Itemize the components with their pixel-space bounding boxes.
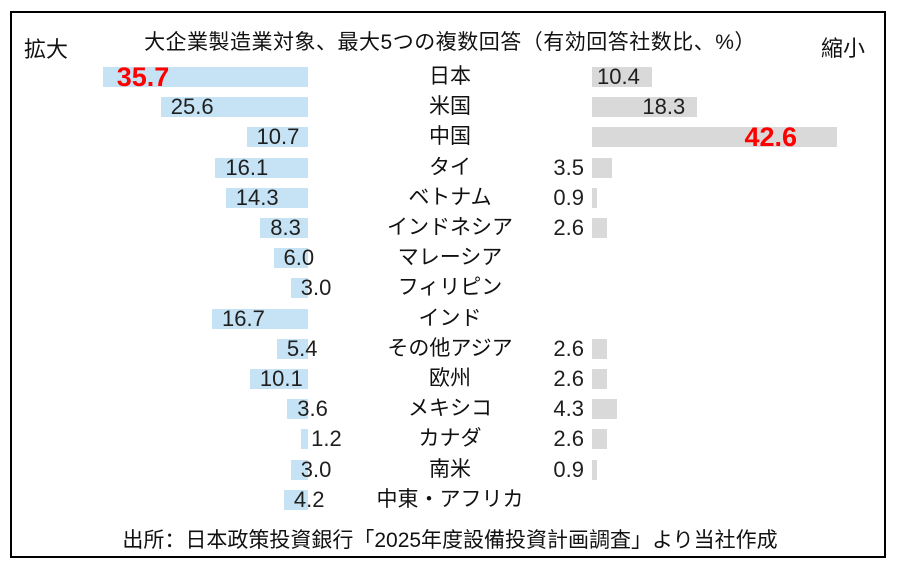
shrink-value: 2.6 <box>553 335 584 361</box>
expand-bar <box>290 278 309 299</box>
shrink-value: 0.9 <box>553 184 584 210</box>
expand-value: 6.0 <box>283 245 315 271</box>
shrink-bar <box>592 187 598 208</box>
category-label: フィリピン <box>397 276 503 300</box>
chart-border <box>10 11 886 558</box>
source-note: 出所：日本政策投資銀行「2025年度設備投資計画調査」より当社作成 <box>122 529 778 552</box>
category-label: その他アジア <box>387 336 513 360</box>
category-label: ベトナム <box>408 185 492 209</box>
expand-value: 4.2 <box>293 486 325 512</box>
category-label: 中国 <box>429 125 471 149</box>
expand-bar <box>273 248 308 269</box>
category-label: タイ <box>429 155 471 179</box>
shrink-bar <box>592 338 607 359</box>
shrink-value: 10.4 <box>596 64 640 89</box>
shrink-bar <box>592 369 607 389</box>
expand-value: 10.7 <box>256 124 300 150</box>
shrink-value: 18.3 <box>642 94 686 120</box>
shrink-value: 2.6 <box>553 426 584 452</box>
category-label: 日本 <box>429 65 471 88</box>
category-label: インドネシア <box>387 216 513 239</box>
shrink-value: 2.6 <box>553 366 584 391</box>
expand-value: 3.0 <box>300 275 332 301</box>
shrink-bar <box>592 218 607 238</box>
shrink-value: 3.5 <box>553 154 584 180</box>
expand-bar <box>283 489 309 510</box>
shrink-value: 2.6 <box>553 215 584 240</box>
expand-value: 16.1 <box>225 154 269 180</box>
shrink-bar <box>592 157 613 178</box>
shrink-value: 4.3 <box>553 396 584 422</box>
expand-bar <box>102 67 308 87</box>
category-label: メキシコ <box>408 397 492 421</box>
expand-value: 14.3 <box>235 184 279 210</box>
category-label: インド <box>418 306 482 330</box>
category-label: カナダ <box>418 427 482 451</box>
expand-bar <box>301 429 308 450</box>
chart-title: 大企業製造業対象、最大5つの複数回答（有効回答社数比、%） <box>144 31 756 54</box>
expand-bar <box>212 308 308 329</box>
expand-value: 25.6 <box>170 94 214 120</box>
expand-bar <box>215 157 308 178</box>
expand-axis-label: 拡大 <box>24 37 69 62</box>
shrink-bar <box>592 459 598 480</box>
category-label: 欧州 <box>429 367 471 390</box>
shrink-bar <box>592 399 617 420</box>
expand-bar <box>290 459 309 480</box>
expand-bar <box>287 399 308 420</box>
expand-value: 8.3 <box>270 215 301 240</box>
shrink-bar <box>592 127 837 148</box>
shrink-axis-label: 縮小 <box>820 36 865 61</box>
category-label: 中東・アフリカ <box>376 487 524 511</box>
expand-bar <box>225 187 308 208</box>
category-label: 南米 <box>429 457 471 481</box>
shrink-bar <box>592 429 607 450</box>
shrink-bar <box>592 67 652 87</box>
expand-value: 5.4 <box>286 335 318 361</box>
shrink-value: 0.9 <box>553 456 584 482</box>
expand-bar <box>276 338 308 359</box>
expand-bar <box>246 127 308 148</box>
expand-value: 1.2 <box>311 426 342 452</box>
category-label: 米国 <box>429 95 471 119</box>
shrink-value: 42.6 <box>744 122 797 153</box>
expand-value: 3.6 <box>297 396 328 422</box>
expand-bar <box>260 218 308 238</box>
shrink-bar <box>592 97 698 118</box>
expand-value: 16.7 <box>222 305 265 331</box>
expand-value: 10.1 <box>259 366 303 391</box>
category-label: マレーシア <box>397 246 503 270</box>
expand-value: 35.7 <box>116 62 170 92</box>
expand-bar <box>249 369 308 389</box>
expand-value: 3.0 <box>300 456 332 482</box>
expand-bar <box>160 97 308 118</box>
